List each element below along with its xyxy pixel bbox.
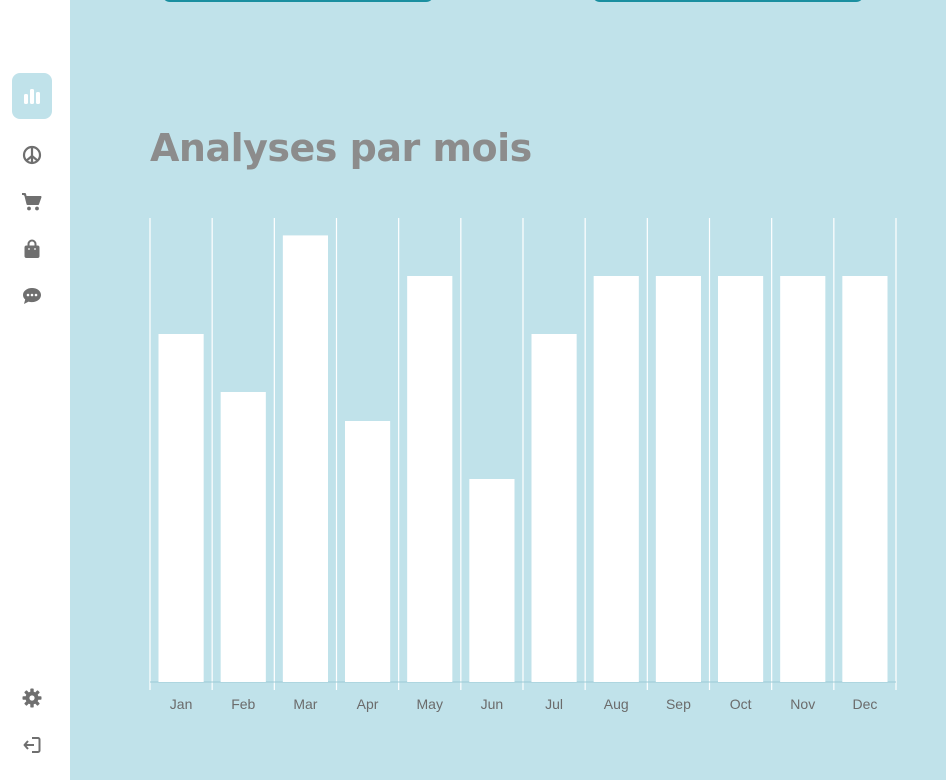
x-tick-label: Feb	[231, 696, 255, 712]
sidebar-item-messages[interactable]	[12, 276, 52, 316]
x-tick-label: Aug	[604, 696, 629, 712]
bar-mar[interactable]	[282, 235, 328, 682]
bar-nov[interactable]	[780, 276, 826, 682]
peace-icon	[22, 145, 42, 165]
bar-jan[interactable]	[158, 334, 204, 682]
top-card-right[interactable]	[592, 0, 864, 2]
chat-icon	[23, 288, 41, 304]
bar-jun[interactable]	[469, 479, 515, 682]
bar-feb[interactable]	[220, 392, 266, 682]
x-tick-label: May	[417, 696, 443, 712]
bar-aug[interactable]	[593, 276, 639, 682]
x-tick-label: Jul	[545, 696, 563, 712]
sidebar-item-bag[interactable]	[12, 229, 52, 269]
bar-may[interactable]	[407, 276, 453, 682]
x-tick-label: Jun	[481, 696, 504, 712]
cart-icon	[22, 193, 42, 211]
sidebar-item-analytics[interactable]	[12, 73, 52, 119]
x-tick-label: Sep	[666, 696, 691, 712]
main-content: Analyses par mois	[70, 0, 946, 780]
bar-jul[interactable]	[531, 334, 577, 682]
bar-sep[interactable]	[655, 276, 701, 682]
x-tick-label: Jan	[170, 696, 193, 712]
bar-chart: Jan Feb Mar Apr May Jun Jul Aug Sep Oct Nov Dec	[149, 218, 897, 712]
x-tick-label: Apr	[357, 696, 379, 712]
x-tick-label: Dec	[852, 696, 877, 712]
sidebar-item-peace[interactable]	[12, 135, 52, 175]
top-card-left[interactable]	[162, 0, 434, 2]
bar-dec[interactable]	[842, 276, 888, 682]
shopping-bag-icon	[24, 239, 40, 258]
page-title: Analyses par mois	[150, 126, 532, 170]
logout-icon	[23, 737, 41, 753]
sidebar	[0, 0, 70, 780]
bar-chart-icon	[24, 89, 40, 104]
monthly-analytics-chart: Jan Feb Mar Apr May Jun Jul Aug Sep Oct Nov Dec	[70, 0, 946, 780]
sidebar-item-cart[interactable]	[12, 182, 52, 222]
bar-oct[interactable]	[718, 276, 764, 682]
x-tick-label: Nov	[790, 696, 815, 712]
bar-apr[interactable]	[345, 421, 391, 682]
x-tick-label: Mar	[293, 696, 317, 712]
logout-button[interactable]	[12, 725, 52, 765]
settings-button[interactable]	[12, 678, 52, 718]
gear-icon	[22, 688, 42, 708]
x-tick-label: Oct	[730, 696, 752, 712]
